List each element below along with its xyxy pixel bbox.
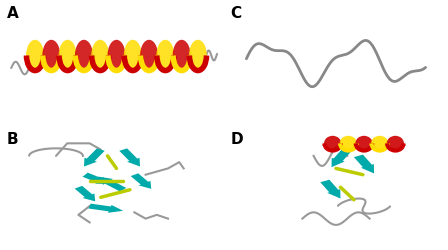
Ellipse shape (387, 136, 404, 151)
Ellipse shape (26, 40, 44, 72)
Text: A: A (7, 6, 18, 21)
Ellipse shape (43, 40, 60, 72)
Ellipse shape (172, 40, 190, 72)
Ellipse shape (75, 40, 93, 72)
FancyArrow shape (84, 149, 105, 167)
FancyArrow shape (332, 149, 352, 168)
Ellipse shape (355, 136, 373, 151)
Ellipse shape (91, 40, 109, 72)
Ellipse shape (124, 40, 142, 72)
FancyArrow shape (89, 204, 123, 213)
Ellipse shape (108, 40, 125, 72)
Ellipse shape (324, 136, 341, 151)
Ellipse shape (189, 40, 207, 72)
Text: C: C (231, 6, 242, 21)
Ellipse shape (140, 40, 158, 72)
Text: D: D (231, 131, 243, 146)
Ellipse shape (340, 136, 357, 151)
FancyArrow shape (75, 186, 95, 202)
FancyArrow shape (82, 173, 109, 184)
FancyArrow shape (354, 155, 374, 174)
FancyArrow shape (131, 174, 151, 189)
Text: B: B (7, 131, 18, 146)
Ellipse shape (156, 40, 174, 72)
FancyArrow shape (98, 177, 126, 192)
FancyArrow shape (119, 149, 140, 167)
Ellipse shape (371, 136, 388, 151)
FancyArrow shape (320, 180, 340, 199)
Ellipse shape (59, 40, 77, 72)
